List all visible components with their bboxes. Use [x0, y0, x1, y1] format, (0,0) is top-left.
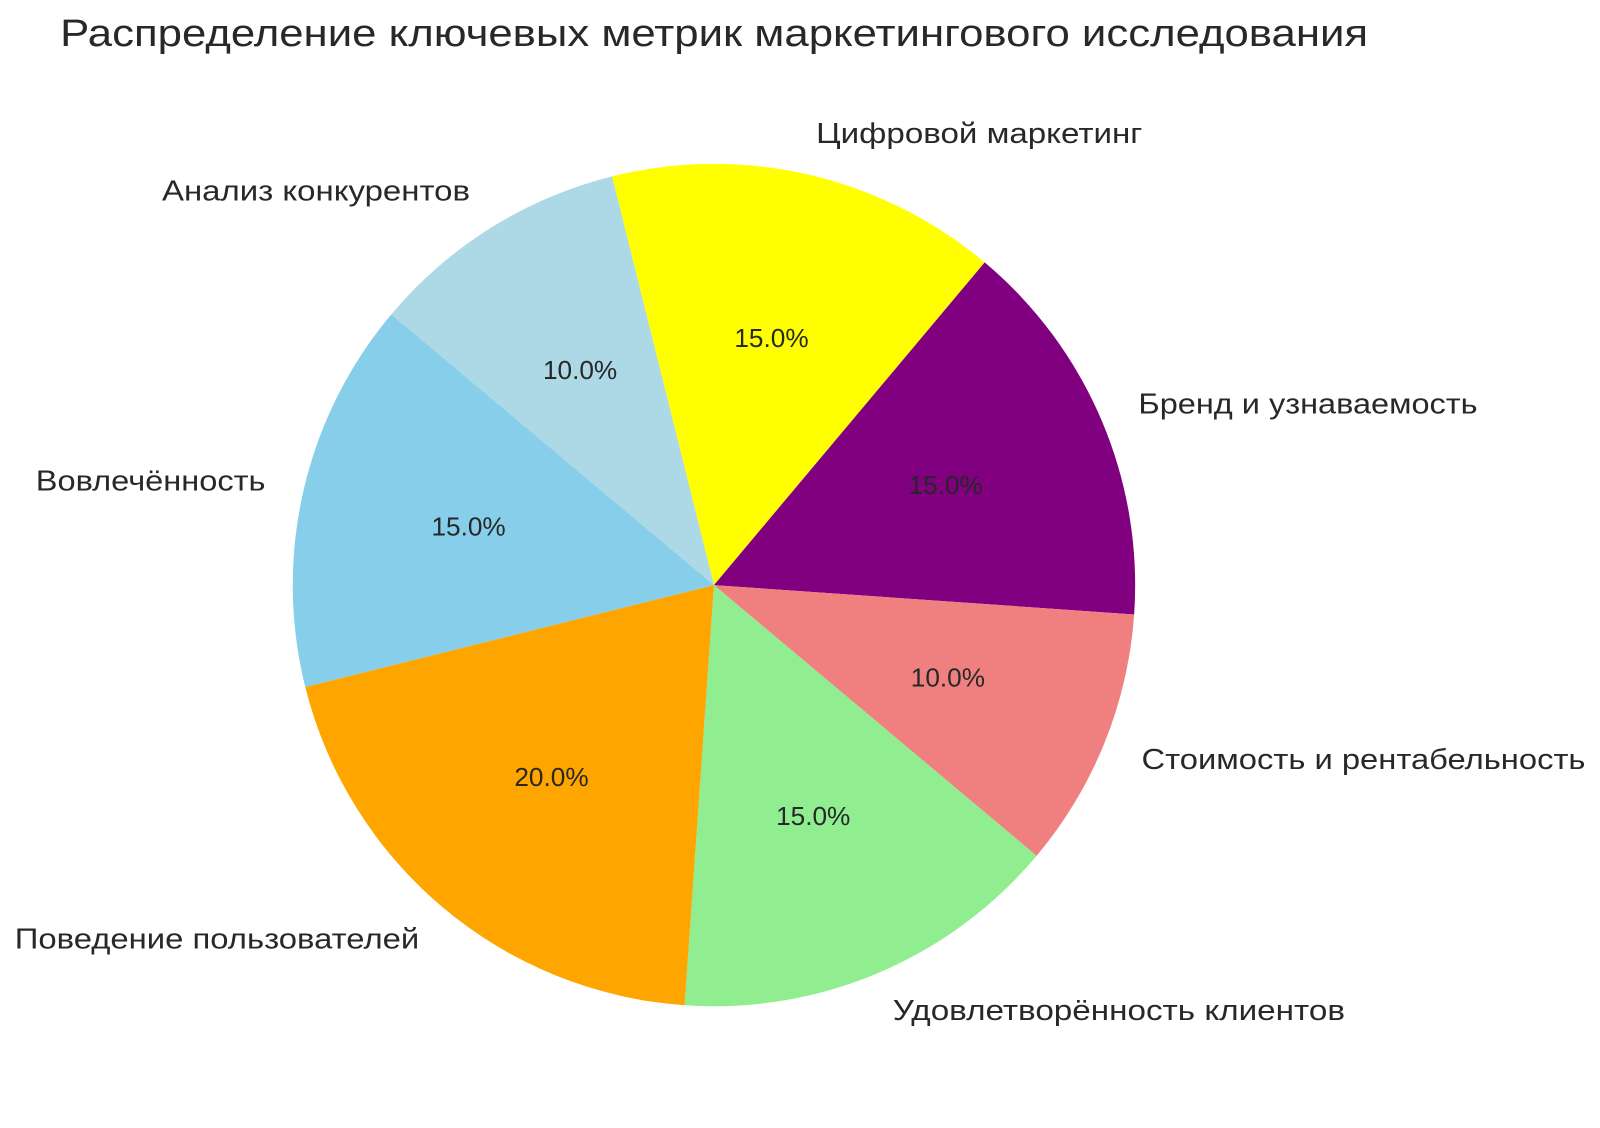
svg-text:Цифровой маркетинг: Цифровой маркетинг [816, 117, 1142, 149]
svg-text:Удовлетворённость клиентов: Удовлетворённость клиентов [893, 994, 1345, 1026]
svg-text:10.0%: 10.0% [543, 355, 617, 385]
svg-text:15.0%: 15.0% [776, 801, 850, 831]
svg-text:Бренд и узнаваемость: Бренд и узнаваемость [1138, 387, 1477, 419]
svg-text:Стоимость и рентабельность: Стоимость и рентабельность [1142, 743, 1586, 775]
svg-text:15.0%: 15.0% [734, 323, 808, 353]
svg-text:10.0%: 10.0% [911, 663, 985, 693]
svg-text:15.0%: 15.0% [909, 470, 983, 500]
svg-text:Поведение пользователей: Поведение пользователей [15, 923, 419, 955]
svg-text:15.0%: 15.0% [431, 512, 505, 542]
svg-text:Вовлечённость: Вовлечённость [36, 464, 266, 496]
svg-text:Распределение ключевых метрик: Распределение ключевых метрик маркетинго… [60, 12, 1368, 55]
svg-text:Анализ конкурентов: Анализ конкурентов [162, 174, 470, 206]
svg-text:20.0%: 20.0% [514, 762, 588, 792]
